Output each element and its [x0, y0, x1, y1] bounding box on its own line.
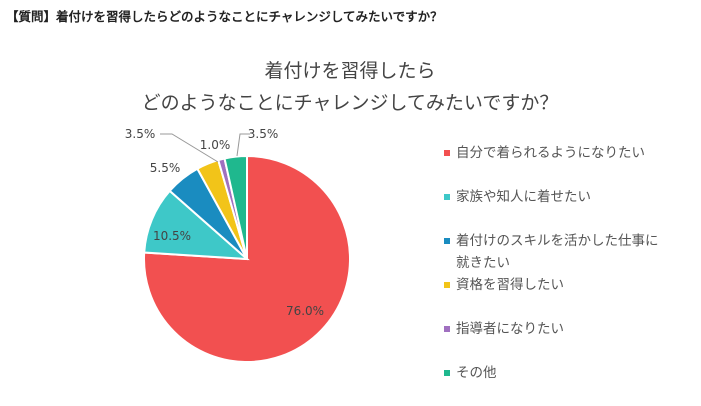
data-label: 10.5% — [153, 229, 191, 243]
pie-slice — [143, 189, 250, 261]
chart-title-line-2: どのようなことにチャレンジしてみたいですか？ — [141, 92, 559, 114]
pie-slice — [223, 154, 248, 260]
chart-title-line-1: 着付けを習得したら — [264, 60, 436, 82]
legend-swatch — [444, 282, 450, 288]
legend-label: 自分で着られるようになりたい — [456, 145, 645, 161]
leader-line — [236, 133, 250, 157]
data-label: 76.0% — [286, 304, 324, 318]
legend-swatch — [444, 326, 450, 332]
leader-line — [160, 133, 219, 163]
legend-item: 指導者になりたい — [440, 318, 670, 362]
data-label: 1.0% — [200, 138, 231, 152]
legend-item: 家族や知人に着せたい — [440, 186, 670, 230]
legend-label: 指導者になりたい — [456, 321, 564, 337]
data-label: 3.5% — [125, 127, 156, 141]
legend-swatch — [444, 194, 450, 200]
legend-label: 家族や知人に着せたい — [456, 189, 591, 205]
legend-swatch — [444, 370, 450, 376]
legend-label: 着付けのスキルを活かした仕事に就きたい — [456, 233, 659, 271]
data-label: 5.5% — [150, 161, 181, 175]
legend-swatch — [444, 238, 450, 244]
question-heading: 【質問】着付けを習得したらどのようなことにチャレンジしてみたいですか？ — [6, 9, 443, 24]
legend-item: 自分で着られるようになりたい — [440, 142, 670, 186]
legend-swatch — [444, 150, 450, 156]
data-label: 3.5% — [248, 127, 279, 141]
legend-label: その他 — [456, 365, 497, 381]
legend-item: 資格を習得したい — [440, 274, 670, 318]
legend: 自分で着られるようになりたい 家族や知人に着せたい 着付けのスキルを活かした仕事… — [440, 142, 670, 406]
pie-slice — [143, 154, 351, 363]
legend-label: 資格を習得したい — [456, 277, 564, 293]
legend-item: 着付けのスキルを活かした仕事に就きたい — [440, 230, 670, 274]
legend-item: その他 — [440, 362, 670, 406]
